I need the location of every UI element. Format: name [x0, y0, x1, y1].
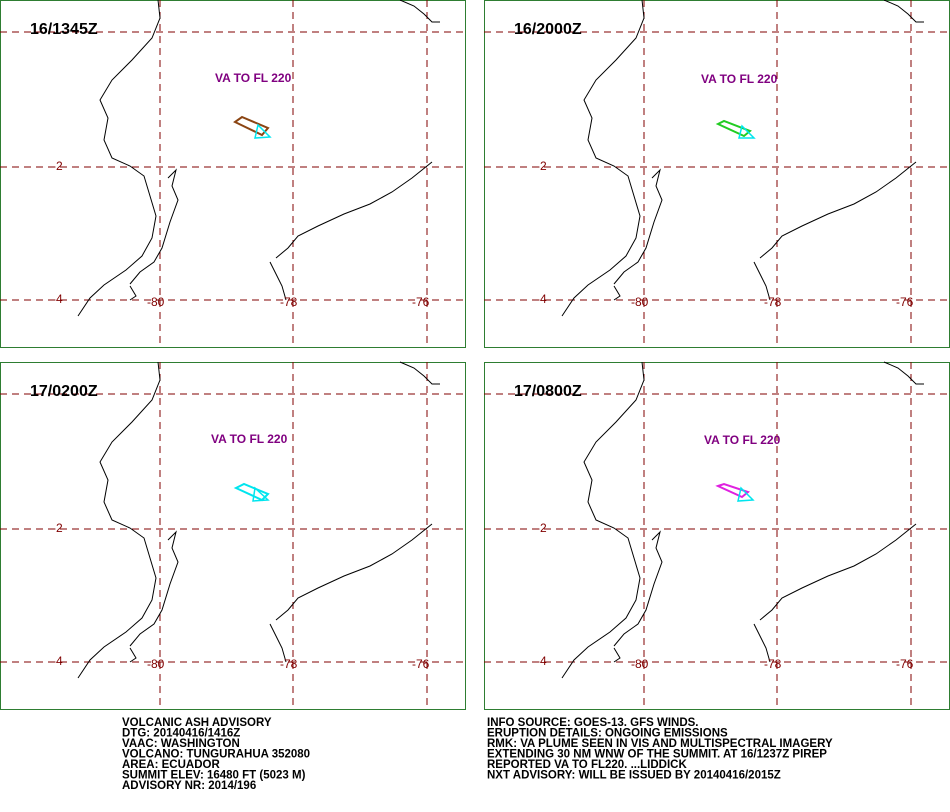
volcano-marker: [254, 123, 272, 139]
lat-label: -4: [52, 654, 63, 668]
map-panel: 16/2000Z -2 -4 -80 -78 -76 VA TO FL 220: [484, 0, 950, 348]
advisory-line: RMK: VA PLUME SEEN IN VIS AND MULTISPECT…: [487, 738, 833, 750]
ash-plume: [715, 119, 752, 138]
lon-label: -78: [764, 295, 782, 309]
lat-label: -4: [536, 654, 547, 668]
lon-label: -78: [280, 295, 298, 309]
advisory-line: SUMMIT ELEV: 16480 FT (5023 M): [122, 770, 306, 782]
advisory-line: ERUPTION DETAILS: ONGOING EMISSIONS: [487, 728, 728, 740]
lat-label: -4: [536, 292, 547, 306]
lat-label: -2: [536, 159, 547, 173]
panel-frame: [484, 0, 950, 348]
lon-label: -80: [631, 657, 649, 671]
advisory-line: INFO SOURCE: GOES-13. GFS WINDS.: [487, 717, 699, 729]
lon-label: -80: [631, 295, 649, 309]
advisory-line: VOLCANIC ASH ADVISORY: [122, 717, 272, 729]
advisory-line: AREA: ECUADOR: [122, 759, 220, 771]
ash-plume: [715, 482, 751, 499]
advisory-line: ADVISORY NR: 2014/196: [122, 780, 256, 792]
lon-label: -76: [412, 657, 430, 671]
volcano-marker: [737, 486, 755, 502]
lon-label: -76: [896, 657, 914, 671]
lon-label: -78: [280, 657, 298, 671]
lon-label: -80: [147, 657, 165, 671]
va-label: VA TO FL 220: [215, 71, 292, 85]
lon-label: -76: [896, 295, 914, 309]
lat-label: -4: [52, 292, 63, 306]
lon-label: -80: [147, 295, 165, 309]
advisory-line: DTG: 20140416/1416Z: [122, 728, 240, 740]
panel-title: 17/0200Z: [30, 383, 98, 400]
panel-frame: [0, 362, 466, 710]
lon-label: -76: [412, 295, 430, 309]
map-panel: 17/0800Z -2 -4 -80 -78 -76 VA TO FL 220: [484, 361, 950, 710]
advisory-line: EXTENDING 30 NM WNW OF THE SUMMIT. AT 16…: [487, 749, 827, 761]
panel-title: 16/1345Z: [30, 21, 98, 38]
panel-title: 17/0800Z: [514, 383, 582, 400]
map-panel: 16/1345Z -2 -4 -80 -78 -76 VA TO FL 220: [0, 0, 466, 348]
lon-label: -78: [764, 657, 782, 671]
advisory-line: NXT ADVISORY: WILL BE ISSUED BY 20140416…: [487, 770, 781, 782]
map-panel: 17/0200Z -2 -4 -80 -78 -76 VA TO FL 220: [0, 361, 466, 710]
volcano-marker: [738, 124, 756, 139]
va-label: VA TO FL 220: [704, 433, 781, 447]
advisory-line: REPORTED VA TO FL220. ...LIDDICK: [487, 759, 687, 771]
ash-plume: [233, 115, 270, 137]
panel-title: 16/2000Z: [514, 21, 582, 38]
panel-frame: [0, 0, 466, 348]
lat-label: -2: [536, 521, 547, 535]
advisory-line: VOLCANO: TUNGURAHUA 352080: [122, 749, 310, 761]
lat-label: -2: [52, 521, 63, 535]
lat-label: -2: [52, 159, 63, 173]
panel-frame: [484, 362, 950, 710]
volcano-marker: [252, 486, 270, 502]
advisory-line: VAAC: WASHINGTON: [122, 738, 240, 750]
va-label: VA TO FL 220: [211, 432, 288, 446]
va-label: VA TO FL 220: [701, 72, 778, 86]
